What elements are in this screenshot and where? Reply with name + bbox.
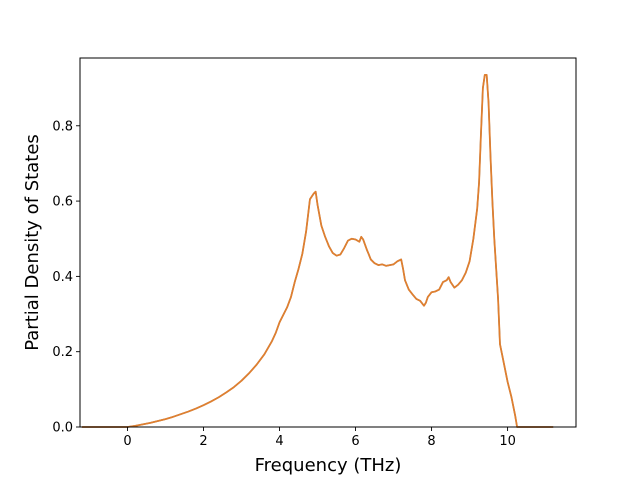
x-tick-label: 10 bbox=[499, 434, 516, 449]
y-axis-label: Partial Density of States bbox=[22, 134, 43, 351]
y-tick-label: 0.6 bbox=[52, 195, 73, 210]
x-tick-label: 2 bbox=[199, 434, 207, 449]
x-axis-label: Frequency (THz) bbox=[255, 455, 402, 476]
x-tick-label: 6 bbox=[351, 434, 359, 449]
y-tick-label: 0.8 bbox=[52, 119, 73, 134]
x-tick-label: 8 bbox=[427, 434, 435, 449]
series-line bbox=[81, 74, 554, 428]
axis-ticks: 0 2 4 6 8 10 0.0 0.2 0.4 0.6 0.8 bbox=[52, 119, 516, 449]
x-tick-label: 4 bbox=[275, 434, 283, 449]
x-tick-label: 0 bbox=[123, 434, 131, 449]
y-tick-label: 0.2 bbox=[52, 345, 73, 360]
plot-area bbox=[81, 74, 554, 428]
y-tick-label: 0.0 bbox=[52, 421, 73, 436]
axes-frame bbox=[79, 57, 577, 428]
y-tick-label: 0.4 bbox=[52, 270, 73, 285]
